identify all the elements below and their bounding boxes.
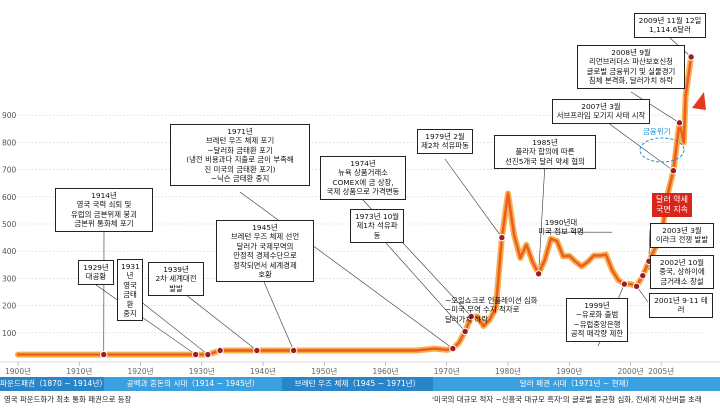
annotation-1939: 1939년 2차 세계대전 발발 [148,262,204,297]
leader-line [538,162,546,274]
annotation-1945: 1945년 브레턴 우즈 체제 선언 달러가 국제무역의 안정적 경제수단으로 … [216,220,314,283]
event-marker [632,282,641,290]
event-marker [449,344,457,353]
x-axis: 1900년 1910년 1920년 1930년 1940년 1950년 1960년 1970년… [0,361,720,376]
x-tick-label: 1930년 [189,366,215,376]
leader-line [630,91,680,124]
footnote-pound: 영국 파운드화가 최초 통화 패권으로 등장 [4,395,132,404]
y-tick-label: 900 [2,111,17,120]
y-tick-label: 200 [2,302,17,311]
annotation-2007: 2007년 3월 서브프라임 모기지 사태 시작 [552,99,650,124]
x-tick-label: 1980년 [495,366,521,376]
annotation-1973: 1973년 10월 제1차 석유파동 [350,209,404,244]
annotation-2001: 2001년 9·11 테러 [649,293,713,318]
y-tick-label: 800 [2,138,17,147]
event-marker [461,327,469,336]
x-tick-label: 1990년 [556,366,582,376]
annotation-2003: 2003년 3월 이라크 전쟁 발발 [650,223,714,248]
financial-crisis-label: 금융위기 [643,127,671,136]
leader-line [376,232,466,332]
event-marker [289,346,298,355]
x-tick-label: 1960년 [373,366,399,376]
event-marker [467,312,475,321]
y-tick-labels: 900 800 700 600 500 400 300 200 100 [2,111,17,338]
era-dollar: 달러 패권 시대（1971년 ~ 현재） [433,377,720,391]
annotation-2009: 2009년 11월 12일 1,114.6달러 [634,13,706,38]
x-tick-label: 1950년 [311,366,337,376]
annotation-2002: 2002년 10월 중국, 상하이에 금거래소 창설 [650,255,714,290]
leader-line [444,158,503,238]
trend-arrow [692,92,706,110]
annotation-inflation: ~오일쇼크로 인플레이션 심화 ~미국 무역 수지 적자로 달러가치 하락 [445,296,538,324]
annotation-1931: 1931년 영국 금태환 중지 [117,259,143,322]
x-tick-label: 1910년 [66,366,92,376]
leader-line [239,191,454,349]
footnote-imbalance: '미국의 대규모 적자 ~신흥국 대규모 흑자'의 글로벌 불균형 심화, 전세… [432,395,702,404]
annotation-1999: 1999년 ~유로화 출범 ~유럽중앙은행 공적 매각량 제한 [566,298,628,342]
x-tick-label: 1920년 [128,366,154,376]
event-marker [620,280,629,288]
annotation-1990: 1990년대 미국 정보 혁명 [538,218,584,237]
y-tick-label: 700 [2,166,17,175]
y-tick-label: 300 [2,274,17,283]
annotation-1971: 1971년 브레턴 우즈 체제 포기 ~달러화 금태환 포기 (냉전 비용과다 … [170,124,310,187]
event-marker [534,270,543,278]
event-marker [675,119,684,127]
event-marker [216,346,224,355]
x-tick-label: 1900년 [5,366,31,376]
era-bretton-woods: 브레턴 우즈 체제（1945 ~ 1971년） [282,377,433,391]
era-interwar: 공백과 혼돈의 시대（1914 ~ 1945년） [104,377,282,391]
dollar-weak-badge: 달러 약세 국면 지속 [652,193,692,217]
annotation-1979: 1979년 2월 제2차 석유파동 [417,129,473,154]
leader-line [599,116,674,171]
event-marker [204,350,212,359]
annotation-2008: 2008년 9월 리먼브러더스 파산보호신청 글로벌 금융위기 및 실물경기 침… [577,45,685,89]
leader-line [263,281,294,351]
annotation-1914: 1914년 영국 국력 쇠퇴 및 유럽의 금본위제 붕괴 금본위 통화체 포기 [55,188,153,232]
y-tick-label: 500 [2,220,17,229]
y-tick-label: 400 [2,247,17,256]
event-marker [669,166,678,175]
y-tick-label: 600 [2,193,17,202]
event-marker [498,233,506,242]
leader-line [95,284,196,355]
crisis-dashed-ellipse [639,137,685,163]
era-pound: 파운드패권（1870 ~ 1914년） [0,377,107,391]
leader-line [175,286,258,351]
x-tick-label: 2000년 [618,366,644,376]
event-markers [100,53,695,359]
annotation-1974: 1974년 뉴욕 상품거래소 COMEX에 금 상장, 국제 상품으로 가격변동 [320,156,406,200]
event-marker [687,53,695,61]
annotation-1929: 1929년 대공황 [78,260,114,285]
annotation-1985: 1985년 플라자 합의에 따른 선진5개국 달러 약세 협의 [494,135,596,170]
event-marker [639,271,647,280]
y-tick-label: 100 [2,329,17,338]
event-marker [100,350,108,359]
x-tick-label: 1970년 [434,366,460,376]
event-marker [253,346,261,355]
x-tick-label: 1940년 [250,366,276,376]
x-tick-label: 2005년 [648,366,674,376]
event-marker [191,350,200,359]
